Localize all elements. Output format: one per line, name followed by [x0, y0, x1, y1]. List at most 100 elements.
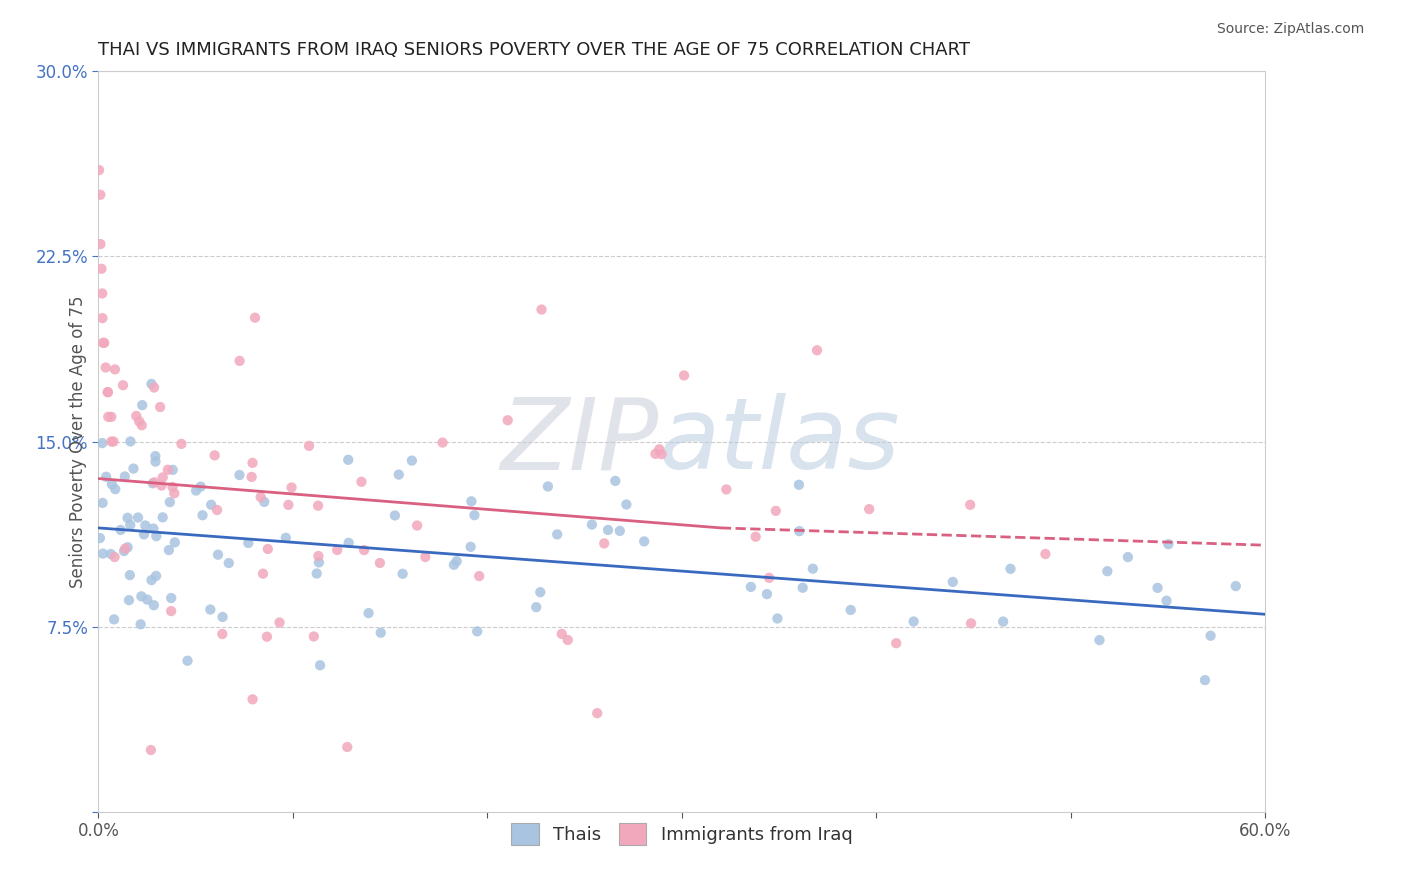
Point: [218, 556, 240, 570]
Point: [744, 530, 766, 544]
Point: [858, 502, 880, 516]
Point: [557, 632, 579, 647]
Point: [139, 743, 162, 757]
Point: [145, 569, 167, 583]
Point: [89, 187, 111, 202]
Point: [1157, 537, 1180, 551]
Point: [1116, 550, 1139, 565]
Point: [337, 452, 360, 467]
Point: [460, 540, 482, 554]
Point: [401, 453, 423, 467]
Point: [633, 534, 655, 549]
Point: [204, 448, 226, 462]
Point: [609, 524, 631, 538]
Point: [593, 536, 616, 550]
Point: [269, 615, 291, 630]
Point: [157, 543, 180, 558]
Point: [89, 531, 111, 545]
Point: [758, 571, 780, 585]
Point: [415, 549, 437, 564]
Point: [256, 630, 278, 644]
Point: [240, 470, 263, 484]
Point: [353, 543, 375, 558]
Point: [256, 541, 278, 556]
Point: [787, 477, 810, 491]
Point: [242, 692, 264, 706]
Point: [524, 600, 547, 615]
Point: [143, 449, 166, 463]
Point: [125, 409, 148, 423]
Point: [942, 574, 965, 589]
Point: [162, 480, 184, 494]
Point: [150, 478, 173, 492]
Legend: Thais, Immigrants from Iraq: Thais, Immigrants from Iraq: [502, 814, 862, 855]
Point: [87, 163, 110, 178]
Point: [789, 524, 811, 538]
Point: [100, 434, 122, 449]
Point: [1000, 562, 1022, 576]
Point: [191, 508, 214, 523]
Point: [307, 499, 329, 513]
Point: [648, 442, 671, 457]
Point: [112, 544, 135, 558]
Point: [141, 376, 163, 391]
Point: [1194, 673, 1216, 687]
Point: [651, 447, 673, 461]
Point: [1199, 629, 1222, 643]
Text: atlas: atlas: [658, 393, 900, 490]
Point: [152, 510, 174, 524]
Point: [104, 362, 127, 376]
Point: [176, 654, 198, 668]
Point: [357, 606, 380, 620]
Point: [91, 286, 114, 301]
Point: [128, 414, 150, 428]
Point: [249, 490, 271, 504]
Point: [406, 518, 429, 533]
Point: [616, 498, 638, 512]
Point: [242, 456, 264, 470]
Point: [117, 541, 139, 555]
Point: [370, 625, 392, 640]
Point: [336, 739, 359, 754]
Point: [160, 604, 183, 618]
Point: [110, 523, 132, 537]
Point: [103, 612, 125, 626]
Point: [551, 627, 574, 641]
Point: [103, 434, 125, 449]
Point: [104, 482, 127, 496]
Point: [1097, 564, 1119, 578]
Point: [132, 527, 155, 541]
Point: [537, 479, 560, 493]
Point: [93, 335, 115, 350]
Point: [145, 454, 167, 468]
Point: [111, 378, 134, 392]
Point: [114, 541, 136, 556]
Point: [211, 610, 233, 624]
Point: [350, 475, 373, 489]
Point: [114, 469, 136, 483]
Point: [644, 447, 666, 461]
Point: [581, 517, 603, 532]
Point: [309, 658, 332, 673]
Point: [100, 409, 122, 424]
Point: [252, 566, 274, 581]
Point: [307, 549, 329, 563]
Point: [546, 527, 568, 541]
Point: [97, 409, 120, 424]
Point: [91, 436, 114, 450]
Point: [1035, 547, 1057, 561]
Point: [839, 603, 862, 617]
Point: [274, 531, 297, 545]
Point: [120, 518, 142, 533]
Point: [740, 580, 762, 594]
Point: [90, 261, 112, 276]
Point: [117, 510, 139, 524]
Text: ZIP: ZIP: [501, 393, 658, 490]
Text: Source: ZipAtlas.com: Source: ZipAtlas.com: [1216, 22, 1364, 37]
Point: [120, 434, 142, 449]
Point: [91, 496, 114, 510]
Point: [142, 598, 165, 612]
Point: [326, 543, 349, 558]
Point: [991, 615, 1014, 629]
Point: [145, 529, 167, 543]
